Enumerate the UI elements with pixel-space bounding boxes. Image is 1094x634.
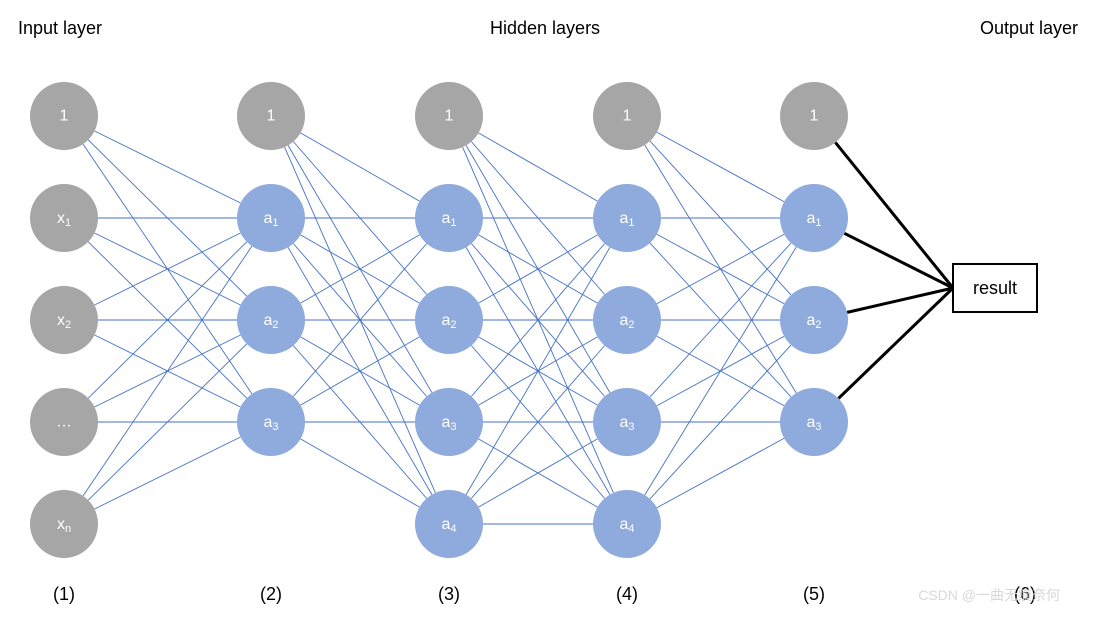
result-label: result (973, 278, 1017, 298)
column-index-label: (1) (53, 584, 75, 604)
column-index-label: (3) (438, 584, 460, 604)
column-index-label: (5) (803, 584, 825, 604)
watermark: CSDN @一曲无痕奈何 (918, 587, 1060, 603)
node-label: 1 (810, 108, 819, 125)
node-label: 1 (623, 108, 632, 125)
neural-network-diagram: 1x1x2…xn(1)1a1a2a3(2)1a1a2a3a4(3)1a1a2a3… (0, 0, 1094, 634)
layer-header: Input layer (18, 18, 102, 38)
node-label: 1 (267, 108, 276, 125)
layer-header: Output layer (980, 18, 1078, 38)
node-label: 1 (60, 108, 69, 125)
node-label: … (56, 414, 72, 431)
column-index-label: (2) (260, 584, 282, 604)
column-index-label: (4) (616, 584, 638, 604)
layer-header: Hidden layers (490, 18, 600, 38)
node-label: 1 (445, 108, 454, 125)
